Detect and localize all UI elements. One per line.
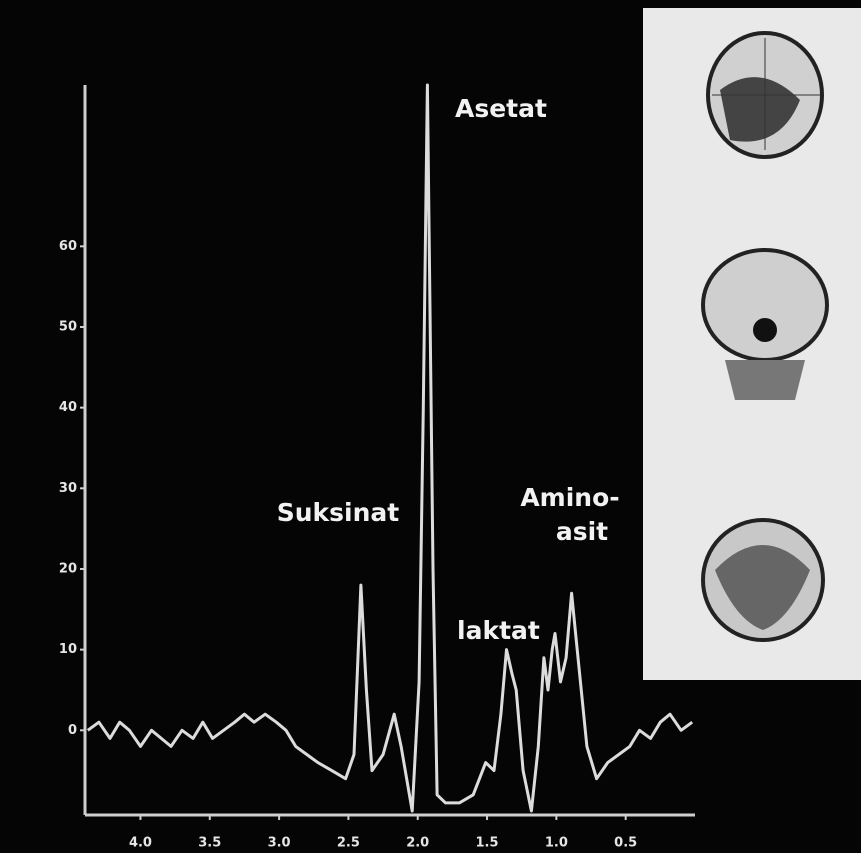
x-tick-label: 2.5 xyxy=(337,836,360,851)
y-tick-label: 0 xyxy=(68,723,77,738)
y-tick-label: 30 xyxy=(59,481,77,496)
brain-detail xyxy=(720,77,800,142)
brain-detail xyxy=(715,545,810,630)
y-tick-label: 60 xyxy=(59,239,77,254)
brain-coronal xyxy=(701,248,829,362)
brain-detail xyxy=(725,360,805,400)
x-tick-label: 3.0 xyxy=(268,836,291,851)
y-tick-label: 50 xyxy=(59,319,77,334)
x-tick-label: 2.0 xyxy=(406,836,429,851)
annotation: asit xyxy=(556,517,608,546)
brain-image-panel xyxy=(643,8,861,680)
x-tick-label: 0.5 xyxy=(614,836,637,851)
annotation: Amino- xyxy=(520,483,619,512)
x-tick-label: 3.5 xyxy=(198,836,221,851)
spectrum-line xyxy=(86,83,694,813)
brain-detail xyxy=(753,318,777,342)
annotation: Asetat xyxy=(455,94,547,123)
annotation: laktat xyxy=(457,616,540,645)
y-tick-label: 40 xyxy=(59,400,77,415)
annotation: Suksinat xyxy=(277,498,400,527)
x-tick-label: 1.0 xyxy=(545,836,568,851)
y-tick-label: 20 xyxy=(59,561,77,576)
y-tick-label: 10 xyxy=(59,642,77,657)
x-tick-label: 4.0 xyxy=(129,836,152,851)
x-tick-label: 1.5 xyxy=(476,836,499,851)
